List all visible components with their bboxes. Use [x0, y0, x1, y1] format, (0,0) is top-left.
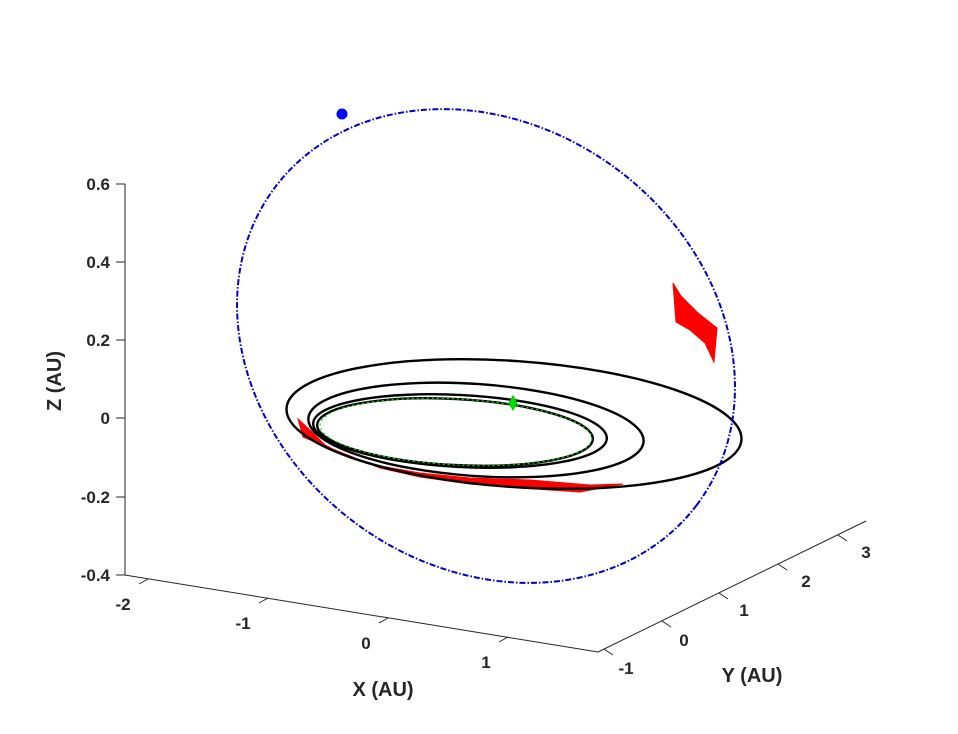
transfer-loop: [307, 381, 645, 479]
x-tick-mark: [498, 636, 509, 643]
x-tick-mark: [258, 597, 269, 604]
x-ticks: -2 -1 0 1: [115, 578, 509, 672]
x-axis-label: X (AU): [352, 679, 413, 701]
transfer-trajectory: [285, 357, 743, 491]
y-tick-mark: [661, 620, 672, 628]
y-axis-label: Y (AU): [722, 665, 783, 687]
x-axis-line: [124, 574, 599, 653]
y-tick-mark: [837, 534, 848, 542]
transfer-loop: [285, 357, 743, 491]
y-tick-label: 0: [679, 631, 688, 650]
y-tick-mark: [718, 592, 729, 600]
z-tick-label: -0.4: [81, 566, 111, 585]
z-tick-label: 0: [101, 409, 110, 428]
x-tick-label: -2: [115, 595, 130, 614]
z-tick-label: 0.6: [86, 175, 110, 194]
x-tick-mark: [138, 578, 149, 585]
y-ticks: -1 0 1 2 3: [603, 534, 871, 678]
target-position-marker: [336, 108, 348, 120]
z-tick-label: 0.2: [86, 331, 110, 350]
z-tick-label: -0.2: [81, 488, 110, 507]
target-orbit: [236, 108, 736, 584]
y-tick-label: 3: [861, 543, 870, 562]
y-tick-label: 1: [739, 601, 748, 620]
z-tick-label: 0.4: [86, 253, 110, 272]
y-axis-line: [597, 520, 867, 653]
departure-position-marker: [508, 394, 518, 412]
x-tick-label: 0: [361, 634, 370, 653]
thrust-fan-upper: [672, 282, 718, 364]
z-ticks: 0.6 0.4 0.2 0 -0.2 -0.4: [81, 175, 125, 585]
x-tick-mark: [378, 617, 389, 624]
y-tick-mark: [603, 648, 614, 656]
axes: [124, 184, 867, 653]
y-tick-mark: [777, 563, 788, 571]
z-axis-label: Z (AU): [44, 351, 66, 411]
x-tick-label: 1: [481, 653, 490, 672]
transfer-loop: [311, 393, 609, 469]
y-tick-label: 2: [801, 572, 810, 591]
x-tick-label: -1: [235, 614, 250, 633]
y-tick-label: -1: [618, 659, 633, 678]
departure-orbit: [319, 397, 593, 467]
